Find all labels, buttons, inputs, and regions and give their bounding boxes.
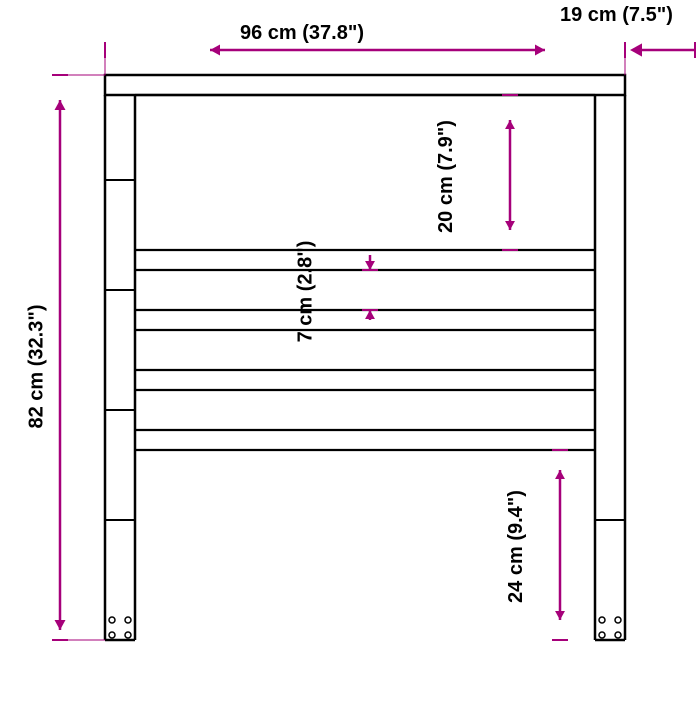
dimension-label: 24 cm (9.4") [505,490,528,603]
dimension-label: 20 cm (7.9") [435,120,458,233]
dimension-label: 7 cm (2.8") [294,241,317,343]
dimension-label: 96 cm (37.8") [240,22,364,45]
dimension-label: 82 cm (32.3") [26,305,49,429]
dimension-label: 19 cm (7.5") [560,4,673,27]
